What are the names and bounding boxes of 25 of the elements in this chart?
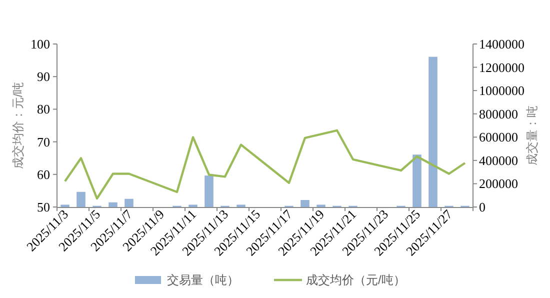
y2-tick-label: 1000000 bbox=[479, 83, 524, 98]
bar bbox=[204, 176, 214, 207]
y-tick-label: 90 bbox=[37, 69, 50, 84]
y2-tick-label: 600000 bbox=[479, 130, 518, 145]
bar bbox=[124, 198, 134, 207]
bar bbox=[300, 200, 310, 207]
legend-label: 成交均价（元/吨） bbox=[306, 273, 406, 287]
y-tick-label: 70 bbox=[37, 134, 50, 150]
y-tick-label: 50 bbox=[37, 200, 50, 214]
y2-axis-title: 成交量：吨 bbox=[525, 106, 539, 166]
y-tick-label: 60 bbox=[37, 166, 50, 182]
y-tick-label: 100 bbox=[30, 36, 50, 52]
y2-tick-label: 1200000 bbox=[479, 60, 524, 75]
bar bbox=[412, 154, 422, 207]
legend-label: 交易量（吨） bbox=[167, 273, 239, 287]
y2-tick-label: 0 bbox=[479, 200, 486, 214]
y-axis-title: 成交均价：元/吨 bbox=[11, 82, 25, 170]
bar bbox=[428, 56, 438, 207]
y2-tick-label: 400000 bbox=[479, 152, 518, 168]
y2-tick-label: 1400000 bbox=[479, 36, 524, 52]
bar bbox=[108, 202, 118, 207]
y2-tick-label: 200000 bbox=[479, 176, 518, 192]
y2-tick-label: 800000 bbox=[479, 106, 518, 122]
y-tick-label: 80 bbox=[37, 102, 50, 117]
bar bbox=[76, 192, 86, 207]
